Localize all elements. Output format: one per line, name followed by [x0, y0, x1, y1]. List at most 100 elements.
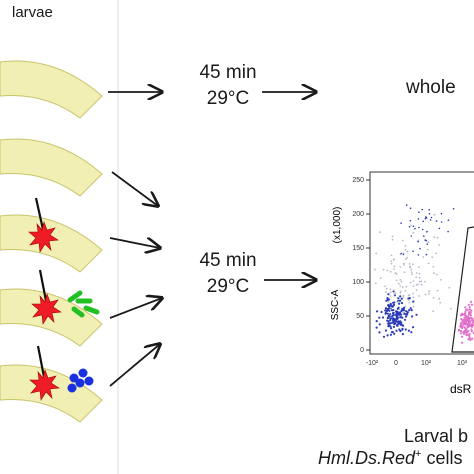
scatter-point: [400, 252, 403, 255]
scatter-point: [409, 219, 412, 222]
scatter-point: [412, 280, 415, 282]
larva-body: [0, 60, 103, 119]
scatter-point: [386, 316, 389, 320]
scatter-point: [471, 337, 474, 340]
scatter-point: [410, 271, 413, 273]
scatter-point: [417, 218, 420, 220]
scatter-point: [400, 297, 403, 300]
scatter-point: [412, 300, 415, 303]
scatter-point: [378, 323, 381, 326]
scatter-point: [418, 276, 421, 279]
y-tick-label: 150: [352, 245, 364, 252]
wound-burst-icon: [29, 368, 60, 401]
scatter-point: [470, 330, 473, 333]
scatter-point: [438, 297, 441, 300]
scatter-point: [386, 334, 389, 337]
scatter-point: [432, 310, 435, 313]
scatter-points: [373, 204, 474, 344]
scatter-point: [389, 322, 392, 325]
scatter-point: [460, 318, 463, 321]
scatter-point: [423, 235, 425, 237]
scatter-point: [425, 253, 428, 256]
scatter-point: [398, 302, 401, 305]
scatter-point: [460, 341, 464, 344]
scatter-point: [468, 311, 471, 314]
scatter-point: [462, 313, 465, 316]
scatter-point: [412, 225, 415, 227]
scatter-point: [392, 319, 395, 322]
scatter-point: [400, 280, 403, 283]
scatter-point: [399, 266, 402, 268]
caption-superscript: +: [415, 448, 422, 460]
scatter-point: [423, 280, 426, 283]
scatter-point: [399, 311, 402, 314]
scatter-point: [447, 230, 449, 233]
larva-body: [0, 138, 103, 197]
x-tick-label: 10³: [457, 360, 468, 367]
scatter-point: [433, 272, 435, 275]
scatter-point: [380, 310, 383, 314]
scatter-point: [395, 329, 398, 332]
scatter-point: [415, 289, 418, 291]
caption-genotype: Hml.Ds.Red: [318, 448, 416, 468]
scatter-point: [452, 208, 455, 210]
scatter-point: [401, 239, 404, 242]
scatter-point: [440, 212, 443, 215]
scatter-point: [469, 300, 473, 303]
larva-1: [0, 60, 103, 119]
scatter-point: [393, 293, 396, 296]
incubation-temperature: 29°C: [206, 276, 250, 297]
scatter-point: [469, 314, 473, 317]
scatter-point: [407, 294, 410, 297]
scatter-point: [389, 319, 392, 322]
scatter-point: [417, 283, 419, 286]
scatter-point: [390, 260, 392, 262]
x-axis-label: dsR: [450, 382, 472, 396]
scatter-point: [391, 305, 394, 308]
larva-4: [0, 269, 103, 347]
scatter-point: [384, 309, 387, 312]
scatter-point: [468, 325, 471, 328]
scatter-point: [411, 273, 413, 275]
scatter-point: [430, 216, 433, 219]
scatter-point: [390, 254, 393, 257]
scatter-point: [389, 333, 392, 336]
scatter-point: [400, 301, 403, 305]
scatter-point: [417, 240, 419, 243]
scatter-point: [387, 293, 390, 296]
scatter-point: [384, 312, 387, 315]
scatter-point: [418, 226, 420, 229]
scatter-point: [425, 216, 428, 219]
scatter-point: [389, 295, 392, 297]
scatter-point: [402, 262, 405, 265]
scatter-point: [462, 322, 465, 325]
scatter-point: [435, 273, 438, 276]
scatter-point: [376, 310, 379, 313]
scatter-point: [422, 256, 425, 258]
scatter-point: [422, 220, 425, 223]
scatter-point: [436, 289, 439, 292]
scatter-point: [435, 220, 438, 222]
scatter-point: [466, 326, 469, 329]
scatter-point: [394, 272, 397, 274]
scatter-point: [388, 304, 392, 307]
scatter-point: [395, 312, 398, 315]
arrows: [108, 92, 316, 387]
scatter-point: [386, 269, 389, 272]
scatter-point: [461, 326, 464, 329]
scatter-point: [420, 283, 423, 286]
scatter-point: [462, 320, 465, 323]
scatter-point: [392, 301, 395, 304]
caption-rest: cells: [421, 448, 463, 468]
scatter-point: [387, 301, 390, 303]
scatter-point: [428, 213, 431, 215]
scatter-point: [393, 322, 396, 326]
scatter-point: [429, 219, 432, 221]
scatter-point: [428, 292, 430, 295]
scatter-point: [424, 217, 427, 220]
x-tick-label: -10²: [366, 360, 379, 367]
scatter-point: [459, 332, 462, 335]
scatter-point: [468, 333, 471, 336]
scatter-point: [375, 282, 377, 285]
scatter-point: [404, 258, 407, 261]
